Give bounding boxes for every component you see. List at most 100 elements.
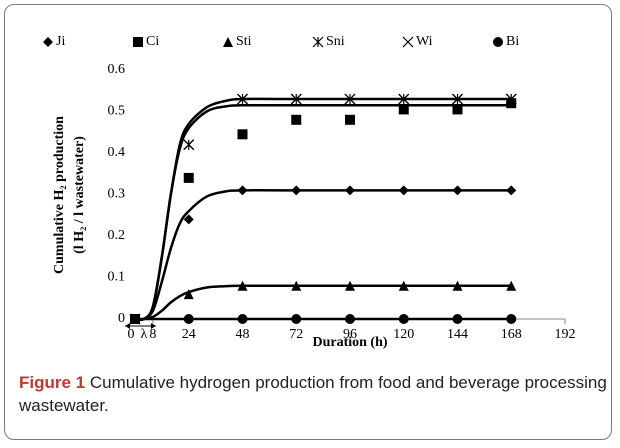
cross — [402, 36, 414, 48]
legend-label: Sni — [326, 34, 345, 49]
marker — [237, 314, 248, 324]
marker — [452, 104, 463, 115]
marker — [398, 93, 410, 105]
marker — [237, 185, 248, 196]
marker — [183, 172, 194, 183]
marker — [345, 314, 355, 324]
x-tick-label: 8 — [149, 327, 156, 342]
marker — [402, 36, 414, 48]
diamond — [237, 185, 248, 196]
circle — [130, 314, 140, 324]
square — [237, 129, 248, 140]
marker — [133, 37, 143, 47]
triangle — [398, 280, 409, 291]
y-tick-label: 0.4 — [108, 145, 126, 160]
triangle — [223, 37, 233, 47]
legend-label: Sti — [236, 34, 252, 49]
marker — [183, 314, 194, 324]
figure: Figure 1 Cumulative hydrogen production … — [4, 4, 612, 440]
x-tick-label: 96 — [343, 327, 357, 342]
triangle — [183, 289, 194, 300]
y-tick-label: 0.5 — [108, 104, 126, 119]
marker — [345, 185, 355, 196]
marker — [452, 93, 463, 105]
marker — [398, 104, 409, 115]
legend-label: Bi — [506, 34, 519, 49]
marker — [223, 37, 233, 47]
marker — [398, 185, 409, 196]
cross — [398, 93, 410, 105]
diamond — [506, 185, 517, 196]
triangle — [291, 280, 302, 291]
circle — [345, 314, 355, 324]
fit-curve — [134, 103, 512, 322]
marker — [237, 93, 248, 105]
cross — [505, 93, 517, 105]
square — [291, 114, 302, 125]
marker — [398, 280, 409, 291]
y-tick-label: 0.6 — [108, 62, 126, 77]
marker — [345, 280, 355, 291]
square — [183, 172, 194, 183]
x-tick-label: 24 — [182, 327, 196, 342]
diamond — [398, 185, 409, 196]
marker — [290, 93, 302, 105]
asterisk — [312, 36, 324, 48]
circle — [398, 314, 409, 324]
marker — [506, 314, 517, 324]
marker — [291, 314, 302, 324]
triangle — [452, 280, 463, 291]
marker — [452, 280, 463, 291]
marker — [344, 93, 356, 105]
y-tick-label: 0 — [118, 311, 125, 326]
circle — [493, 37, 503, 47]
square — [398, 104, 409, 115]
triangle — [506, 280, 517, 291]
annotation: λ — [141, 327, 148, 342]
y-axis-label-line: (l H₂ / l wastewater) — [72, 136, 87, 254]
triangle — [345, 280, 355, 291]
fit-curve — [134, 189, 512, 321]
diamond — [43, 37, 53, 47]
marker — [183, 289, 194, 300]
marker — [345, 114, 355, 125]
circle — [506, 314, 517, 324]
cross — [290, 93, 302, 105]
x-tick-label: 144 — [447, 327, 468, 342]
square — [345, 114, 355, 125]
marker — [43, 37, 53, 47]
marker — [452, 185, 463, 196]
diamond — [291, 185, 302, 196]
marker — [398, 314, 409, 324]
diamond — [345, 185, 355, 196]
y-tick-label: 0.2 — [108, 228, 126, 243]
circle — [291, 314, 302, 324]
caption: Figure 1 Cumulative hydrogen production … — [19, 371, 609, 417]
diamond — [452, 185, 463, 196]
marker — [312, 36, 324, 48]
cross — [452, 93, 463, 105]
marker — [452, 314, 463, 324]
marker — [130, 314, 140, 324]
cross — [237, 93, 248, 105]
x-tick-label: 72 — [289, 327, 303, 342]
y-axis-label-line: Cumulative H₂ production — [52, 116, 67, 274]
legend-label: Ci — [146, 34, 159, 49]
cross — [183, 139, 195, 151]
marker — [237, 280, 248, 291]
caption-text: Cumulative hydrogen production from food… — [19, 373, 607, 415]
x-tick-label: 48 — [236, 327, 250, 342]
y-tick-label: 0.3 — [108, 187, 126, 202]
marker — [183, 214, 194, 225]
circle — [237, 314, 248, 324]
marker — [237, 129, 248, 140]
x-axis-label: Duration (h) — [312, 335, 387, 350]
legend-label: Ji — [56, 34, 65, 49]
triangle — [237, 280, 248, 291]
marker — [291, 185, 302, 196]
marker — [493, 37, 503, 47]
circle — [452, 314, 463, 324]
marker — [506, 185, 517, 196]
square — [452, 104, 463, 115]
legend-label: Wi — [416, 34, 433, 49]
